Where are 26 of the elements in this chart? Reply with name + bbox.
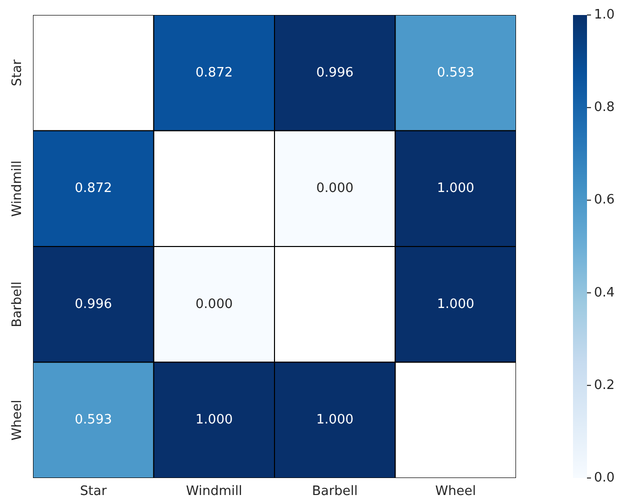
data-label: 0.000 bbox=[316, 181, 354, 196]
x-tick-label: Star bbox=[80, 484, 108, 500]
data-label: 0.872 bbox=[196, 65, 233, 80]
data-label: 0.000 bbox=[196, 296, 233, 312]
data-label: 1.000 bbox=[437, 181, 474, 196]
color-bar-label: 1.0 bbox=[594, 8, 615, 22]
x-tick-label: Windmill bbox=[186, 484, 242, 500]
data-label: 0.996 bbox=[316, 65, 354, 80]
y-tick-label: Barbell bbox=[10, 282, 25, 328]
color-bar-label: 0.6 bbox=[594, 192, 615, 208]
color-bar-label: 0.8 bbox=[594, 100, 615, 116]
color-bar-label: 0.0 bbox=[594, 470, 615, 486]
y-tick-label: Windmill bbox=[10, 160, 25, 217]
data-label: 1.000 bbox=[196, 412, 233, 428]
data-label: 0.872 bbox=[74, 181, 112, 196]
y-tick-label: Star bbox=[10, 58, 25, 86]
color-bar-label: 0.2 bbox=[594, 378, 615, 393]
data-label: 0.996 bbox=[74, 296, 112, 312]
y-tick-label: Wheel bbox=[10, 400, 25, 440]
data-label: 0.593 bbox=[74, 412, 112, 428]
color-bar-label: 0.4 bbox=[594, 285, 615, 300]
x-tick-label: Wheel bbox=[435, 484, 476, 500]
data-label: 1.000 bbox=[437, 296, 474, 312]
data-label: 1.000 bbox=[316, 412, 354, 428]
data-label: 0.593 bbox=[437, 65, 474, 80]
x-tick-label: Barbell bbox=[312, 484, 358, 500]
